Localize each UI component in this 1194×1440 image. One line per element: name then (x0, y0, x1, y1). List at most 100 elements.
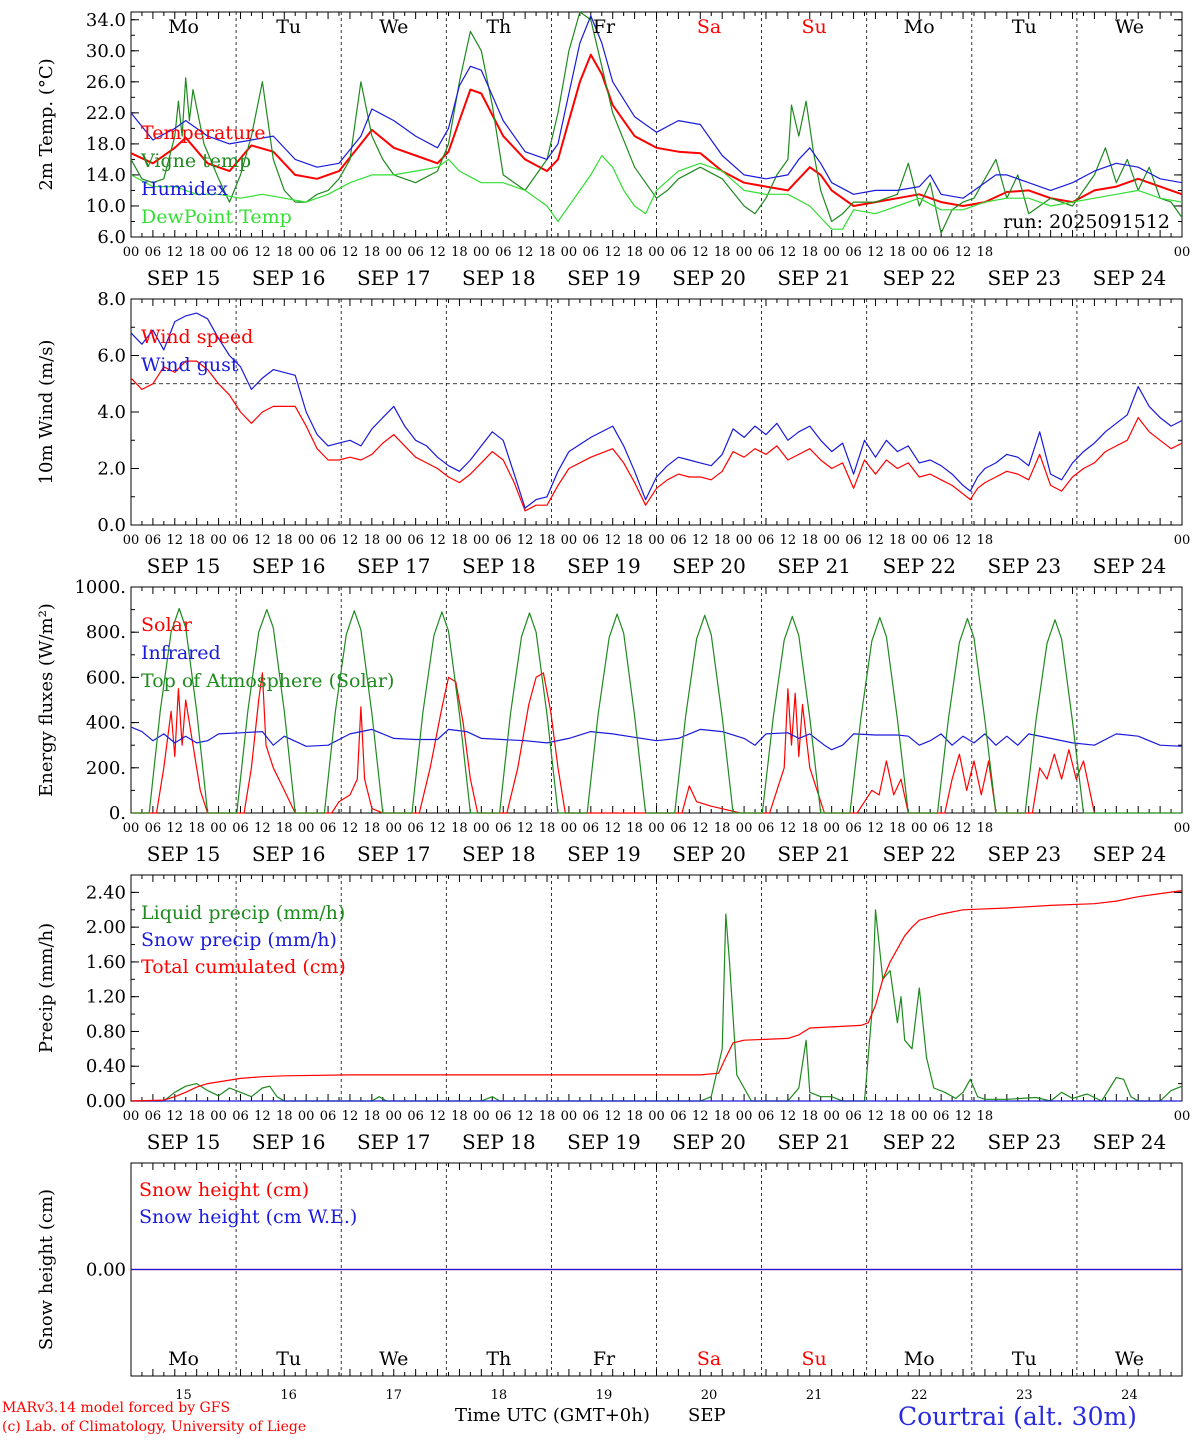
hour-tick-label: 18 (977, 821, 994, 836)
hour-tick-label: 06 (758, 1109, 775, 1124)
hour-tick-label: 06 (320, 533, 337, 548)
date-label: SEP 21 (777, 266, 851, 290)
hour-tick-label: 18 (539, 1109, 556, 1124)
hour-tick-label: 12 (429, 245, 446, 260)
panel-2: 0.0 2.0 4.0 6.0 8.0 10m Wind (m/s) Wind speed W… (36, 289, 1190, 578)
hour-tick-label: 12 (517, 245, 534, 260)
y-tick-label: 0.00 (86, 1091, 126, 1112)
hour-tick-label: 06 (320, 821, 337, 836)
hour-tick-label: 06 (933, 533, 950, 548)
hour-tick-label: 00 (473, 1109, 490, 1124)
station-label: Courtrai (alt. 30m) (898, 1402, 1137, 1431)
hour-tick-label: 06 (670, 245, 687, 260)
hour-tick-label: 12 (955, 821, 972, 836)
hour-tick-label: 00 (385, 1109, 402, 1124)
date-label: SEP 17 (357, 266, 431, 290)
hour-tick-label: 18 (539, 821, 556, 836)
date-label: SEP 23 (988, 554, 1062, 578)
date-label: SEP 23 (988, 1130, 1062, 1154)
date-label: SEP 17 (357, 842, 431, 866)
y-tick-label: 0.80 (86, 1021, 126, 1042)
date-label: SEP 17 (357, 1130, 431, 1154)
weekday-label-top: Tu (276, 16, 301, 38)
hour-tick-label: 06 (320, 1109, 337, 1124)
hour-tick-label: 00 (648, 245, 665, 260)
plot-frame (130, 11, 1183, 238)
series-line-0 (130, 53, 1183, 207)
series-line-2 (131, 607, 1182, 814)
hour-tick-label: 12 (167, 533, 184, 548)
y-axis-label: 2m Temp. (°C) (36, 58, 57, 190)
y-tick-label: 22.0 (86, 103, 126, 124)
y-axis-label: Energy fluxes (W/m²) (36, 603, 57, 797)
y-tick-label: 34.0 (86, 10, 126, 31)
hour-tick-label: 18 (626, 821, 643, 836)
hour-tick-label: 06 (845, 1109, 862, 1124)
series-line-3 (130, 154, 1183, 230)
hour-tick-label: 00 (210, 1109, 227, 1124)
hour-tick-label: 00 (123, 245, 140, 260)
y-tick-label: 8.0 (97, 289, 126, 310)
hour-tick-label: 06 (407, 821, 424, 836)
hour-tick-label: 06 (933, 821, 950, 836)
hour-tick-label: 12 (692, 1109, 709, 1124)
date-label: SEP 15 (147, 1130, 221, 1154)
time-axis-label: Time UTC (GMT+0h) (455, 1405, 650, 1426)
date-label: SEP 18 (462, 842, 536, 866)
legend-entry: Wind speed (141, 326, 253, 348)
hour-tick-label: 18 (889, 1109, 906, 1124)
hour-tick-label: 12 (429, 1109, 446, 1124)
weekday-label-top: Mo (904, 16, 935, 38)
date-label: SEP 23 (988, 842, 1062, 866)
legend-entry: Snow height (cm W.E.) (139, 1206, 357, 1228)
y-tick-label: 0.00 (86, 1260, 126, 1281)
hour-tick-label: 12 (692, 245, 709, 260)
date-label: SEP 20 (672, 842, 746, 866)
hour-tick-label: 00 (736, 821, 753, 836)
date-label: SEP 20 (672, 1130, 746, 1154)
date-label: SEP 20 (672, 266, 746, 290)
date-label: SEP 21 (777, 554, 851, 578)
legend-entry: Top of Atmosphere (Solar) (141, 670, 394, 692)
hour-tick-label: 00 (123, 821, 140, 836)
hour-tick-label: 00 (911, 1109, 928, 1124)
date-label: SEP 15 (147, 842, 221, 866)
date-label: SEP 21 (777, 842, 851, 866)
date-label: SEP 20 (672, 554, 746, 578)
hour-tick-label: 12 (342, 245, 359, 260)
hour-tick-label: 00 (123, 533, 140, 548)
hour-tick-label: 00 (561, 1109, 578, 1124)
weekday-label-bottom: Sa (697, 1348, 721, 1370)
hour-tick-label: 12 (517, 1109, 534, 1124)
hour-tick-label: 06 (670, 821, 687, 836)
hour-tick-label: 18 (977, 533, 994, 548)
hour-tick-label: 18 (714, 1109, 731, 1124)
legend-entry: Temperature (141, 122, 265, 144)
date-label: SEP 22 (882, 554, 956, 578)
hour-tick-label: 06 (495, 821, 512, 836)
hour-tick-label: 18 (714, 821, 731, 836)
hour-tick-label: 18 (801, 1109, 818, 1124)
hour-tick-label: 18 (276, 245, 293, 260)
date-label: SEP 16 (252, 554, 326, 578)
y-tick-label: 2.0 (97, 459, 126, 480)
hour-tick-label: 06 (232, 1109, 249, 1124)
y-tick-label: 1.20 (86, 987, 126, 1008)
hour-tick-label: 12 (604, 821, 621, 836)
hour-tick-label: 06 (232, 245, 249, 260)
hour-tick-label: 00 (1174, 1109, 1191, 1124)
y-tick-label: 400. (86, 713, 126, 734)
weekday-label-top: Sa (697, 16, 721, 38)
hour-tick-label: 06 (845, 533, 862, 548)
date-label: SEP 19 (567, 842, 641, 866)
hour-tick-label: 00 (648, 821, 665, 836)
y-tick-label: 6.0 (97, 346, 126, 367)
panel-5: 0.00 Snow height (cm) Snow height (cm) Snow… (36, 1162, 1183, 1377)
panel-1: 6.0 10.0 14.0 18.0 22.0 26.0 30.0 34.0 2m Temp. … (36, 10, 1190, 290)
hour-tick-label: 12 (604, 533, 621, 548)
hour-tick-label: 00 (1174, 245, 1191, 260)
y-axis-label: Snow height (cm) (36, 1189, 57, 1350)
hour-tick-label: 18 (451, 821, 468, 836)
legend-entry: Liquid precip (mm/h) (141, 902, 345, 924)
